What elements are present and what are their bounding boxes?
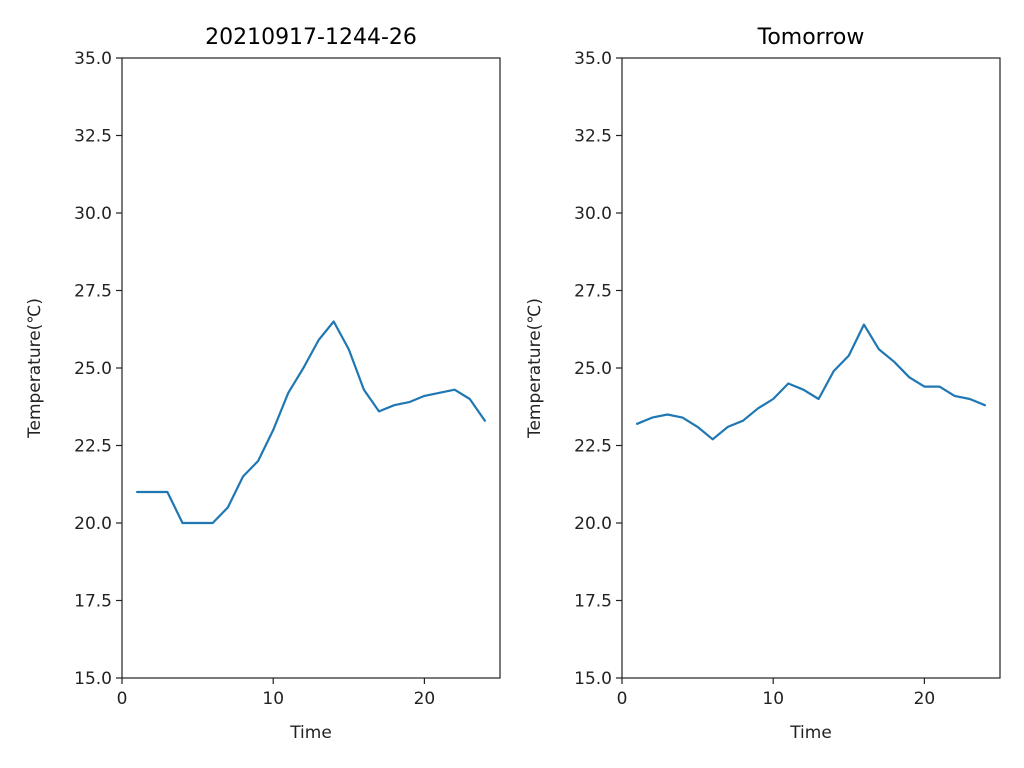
right-y-tick-label: 20.0 bbox=[574, 514, 612, 534]
chart-panel-right: Tomorrow 15.0 17.5 20.0 22.5 25.0 27.5 30.0 32.5… bbox=[525, 25, 1001, 743]
left-x-tick-label: 10 bbox=[262, 689, 284, 709]
right-x-tick-label: 0 bbox=[617, 689, 628, 709]
left-y-tick-label: 17.5 bbox=[74, 592, 112, 612]
left-y-tick-label: 27.5 bbox=[74, 282, 112, 302]
left-y-tick-label: 30.0 bbox=[74, 204, 112, 224]
left-y-tick-label: 15.0 bbox=[74, 669, 112, 689]
right-x-tick-label: 20 bbox=[914, 689, 936, 709]
right-y-tick-label: 25.0 bbox=[574, 359, 612, 379]
right-x-axis-label: Time bbox=[789, 723, 832, 743]
chart-panel-left: 20210917-1244-26 15.0 17.5 20.0 22.5 25.0 27.5… bbox=[25, 25, 501, 743]
right-y-tick-label: 22.5 bbox=[574, 437, 612, 457]
left-y-tick-label: 25.0 bbox=[74, 359, 112, 379]
right-y-tick-label: 17.5 bbox=[574, 592, 612, 612]
left-y-tick-label: 22.5 bbox=[74, 437, 112, 457]
right-chart-title: Tomorrow bbox=[757, 25, 865, 50]
right-y-tick-label: 27.5 bbox=[574, 282, 612, 302]
right-y-tick-label: 15.0 bbox=[574, 669, 612, 689]
right-plot-frame bbox=[621, 57, 1001, 679]
left-y-tick-label: 35.0 bbox=[74, 49, 112, 69]
left-x-tick-label: 0 bbox=[117, 689, 128, 709]
left-temperature-line bbox=[136, 320, 486, 525]
left-chart-title: 20210917-1244-26 bbox=[205, 25, 417, 50]
left-x-axis-label: Time bbox=[289, 723, 332, 743]
right-y-tick-label: 35.0 bbox=[574, 49, 612, 69]
right-temperature-line bbox=[635, 323, 987, 441]
left-y-tick-label: 32.5 bbox=[74, 127, 112, 147]
left-y-tick-label: 20.0 bbox=[74, 514, 112, 534]
left-plot-frame bbox=[121, 57, 501, 679]
right-y-axis-label: Temperature(℃) bbox=[525, 298, 545, 439]
left-y-axis-label: Temperature(℃) bbox=[25, 298, 45, 439]
right-y-tick-label: 32.5 bbox=[574, 127, 612, 147]
left-x-tick-label: 20 bbox=[414, 689, 436, 709]
right-y-tick-label: 30.0 bbox=[574, 204, 612, 224]
right-x-tick-label: 10 bbox=[762, 689, 784, 709]
